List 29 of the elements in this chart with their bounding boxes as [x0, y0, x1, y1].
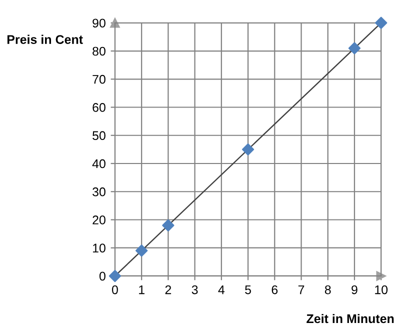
point [136, 244, 148, 257]
y-tick-label: 30 [92, 187, 106, 196]
x-tick-label: 8 [324, 285, 331, 294]
y-tick-label: 60 [92, 103, 106, 112]
y-axis-title: Preis in Cent [7, 34, 83, 44]
point [108, 270, 122, 282]
y-tick-label: 10 [92, 244, 106, 253]
x-tick-label: 2 [165, 285, 172, 294]
point [348, 42, 361, 54]
y-tick-label: 0 [99, 272, 106, 281]
x-tick-label: 6 [272, 285, 278, 294]
x-tick-label: 1 [139, 285, 144, 294]
x-tick-label: 9 [352, 285, 358, 294]
x-tick-label: 4 [218, 285, 225, 294]
y-tick-label: 80 [92, 46, 106, 56]
point [375, 16, 388, 29]
y-tick-label: 50 [92, 131, 106, 140]
y-tick-label: 70 [92, 74, 106, 84]
x-tick-label: 0 [112, 285, 118, 294]
y-tick-label: 40 [92, 159, 106, 168]
x-tick-label: 5 [245, 285, 251, 294]
x-tick-label: 3 [192, 285, 198, 294]
y-tick-label: 90 [92, 18, 106, 28]
point [242, 143, 254, 156]
y-tick-label: 20 [92, 216, 106, 224]
x-axis-title: Zeit in Minuten [306, 314, 394, 324]
x-tick-label: 7 [298, 285, 304, 294]
point [162, 219, 174, 232]
x-tick-label: 10 [375, 285, 388, 294]
